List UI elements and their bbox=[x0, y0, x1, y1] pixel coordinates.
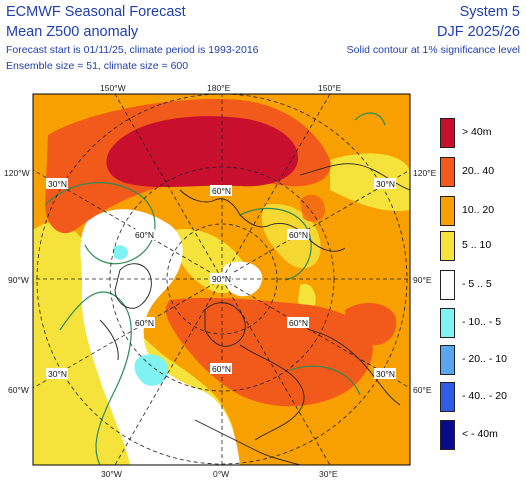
lat-label-90e: 90°E bbox=[413, 275, 432, 285]
grid-label-60n-bottom: 60°N bbox=[212, 364, 231, 374]
legend-label: - 10.. - 5 bbox=[462, 316, 502, 328]
ensemble-size-text: Ensemble size = 51, climate size = 600 bbox=[6, 60, 189, 72]
grid-label-90n: 90°N bbox=[212, 274, 231, 284]
lat-label-120e: 120°E bbox=[413, 168, 437, 178]
legend-label: 20.. 40 bbox=[462, 165, 495, 177]
legend-label: - 20.. - 10 bbox=[462, 353, 507, 365]
legend-label: - 40.. - 20 bbox=[462, 390, 507, 402]
legend-swatch bbox=[440, 382, 455, 412]
legend-item: > 40m bbox=[440, 118, 526, 148]
lat-label-120w: 120°W bbox=[4, 168, 30, 178]
legend-item: 20.. 40 bbox=[440, 157, 526, 187]
legend-item: - 20.. - 10 bbox=[440, 345, 526, 375]
lon-label-30e: 30°E bbox=[319, 469, 338, 479]
legend-swatch bbox=[440, 157, 455, 187]
grid-label-60n-upper-right: 60°N bbox=[289, 230, 308, 240]
legend-item: 10.. 20 bbox=[440, 196, 526, 226]
grid-label-30n-lower-left: 30°N bbox=[48, 369, 67, 379]
legend-item: - 5 .. 5 bbox=[440, 270, 526, 300]
grid-label-60n-upper-left: 60°N bbox=[135, 230, 154, 240]
grid-label-30n-lower-right: 30°N bbox=[376, 369, 395, 379]
lon-label-0w: 0°W bbox=[213, 469, 229, 479]
legend-item: 5 .. 10 bbox=[440, 231, 526, 261]
forecast-start-text: Forecast start is 01/11/25, climate peri… bbox=[6, 44, 259, 56]
lon-label-150w: 150°W bbox=[100, 83, 126, 93]
legend-label: < - 40m bbox=[462, 428, 498, 440]
legend-label: > 40m bbox=[462, 126, 492, 138]
season-label: DJF 2025/26 bbox=[436, 24, 520, 40]
grid-label-30n-upper-right: 30°N bbox=[376, 179, 395, 189]
grid-label-60n-lower-right: 60°N bbox=[289, 318, 308, 328]
legend-swatch bbox=[440, 196, 455, 226]
legend-item: - 40.. - 20 bbox=[440, 382, 526, 412]
legend-item: - 10.. - 5 bbox=[440, 308, 526, 338]
lon-label-30w: 30°W bbox=[101, 469, 122, 479]
lat-label-90w: 90°W bbox=[8, 275, 29, 285]
chart-subtitle: Mean Z500 anomaly bbox=[6, 24, 139, 40]
lon-label-180e: 180°E bbox=[207, 83, 231, 93]
grid-label-60n-top: 60°N bbox=[212, 186, 231, 196]
significance-note: Solid contour at 1% significance level bbox=[346, 44, 520, 56]
legend-swatch bbox=[440, 420, 455, 450]
legend-swatch bbox=[440, 345, 455, 375]
legend-swatch bbox=[440, 231, 455, 261]
lat-label-60w: 60°W bbox=[8, 385, 29, 395]
grid-label-60n-lower-left: 60°N bbox=[135, 318, 154, 328]
lon-label-150e: 150°E bbox=[318, 83, 342, 93]
chart-title: ECMWF Seasonal Forecast bbox=[6, 4, 186, 20]
legend-swatch bbox=[440, 270, 455, 300]
legend-label: - 5 .. 5 bbox=[462, 278, 492, 290]
system-label: System 5 bbox=[459, 4, 520, 20]
lat-label-60e: 60°E bbox=[413, 385, 432, 395]
legend-swatch bbox=[440, 308, 455, 338]
legend-label: 10.. 20 bbox=[462, 204, 495, 216]
legend-label: 5 .. 10 bbox=[462, 239, 492, 251]
legend-item: < - 40m bbox=[440, 420, 526, 450]
legend-swatch bbox=[440, 118, 455, 148]
grid-label-30n-upper-left: 30°N bbox=[48, 179, 67, 189]
